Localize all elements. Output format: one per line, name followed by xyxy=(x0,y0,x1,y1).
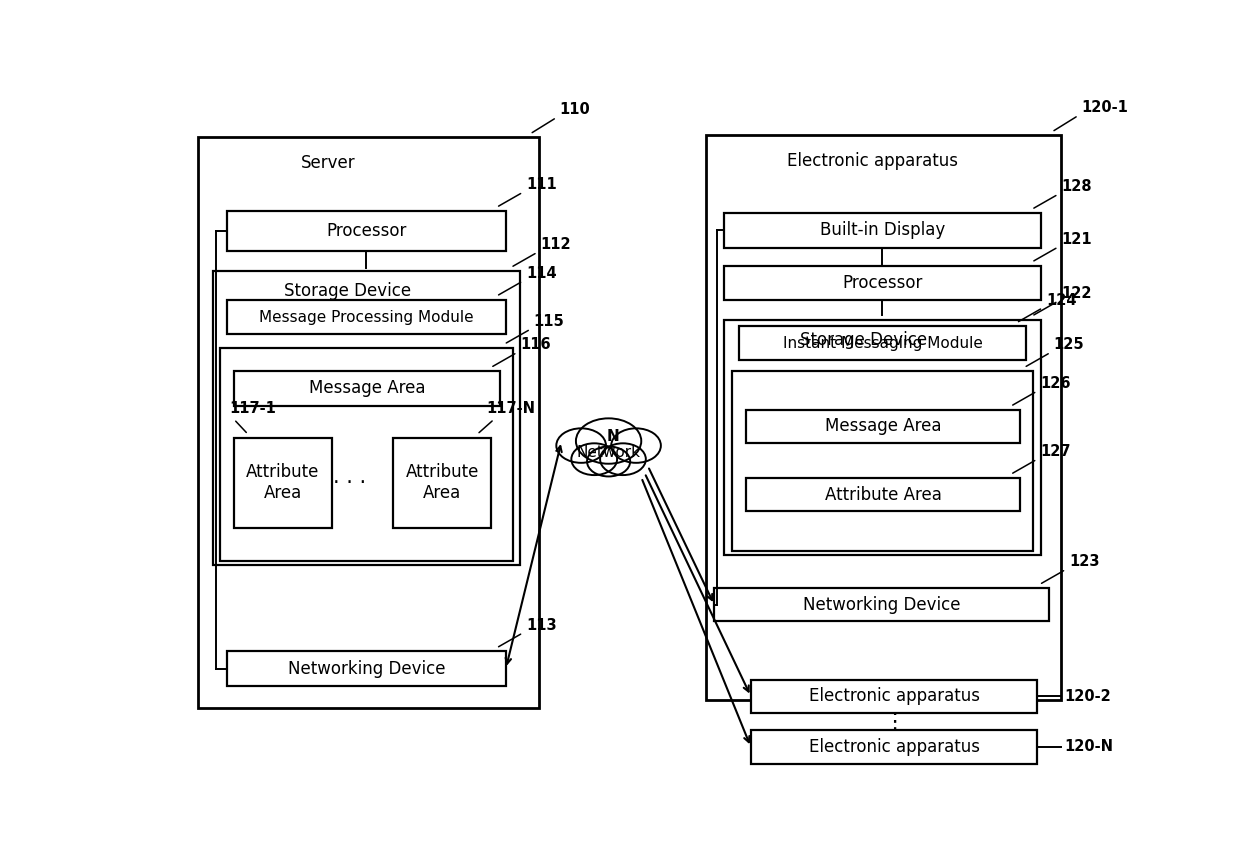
Text: 113: 113 xyxy=(526,618,557,633)
Text: Attribute Area: Attribute Area xyxy=(825,486,941,504)
Bar xyxy=(213,271,521,564)
Text: 121: 121 xyxy=(1061,231,1092,247)
Bar xyxy=(706,135,1061,700)
Text: Networking Device: Networking Device xyxy=(802,596,960,614)
Text: 115: 115 xyxy=(533,314,564,329)
Text: 125: 125 xyxy=(1054,337,1084,352)
Text: Message Area: Message Area xyxy=(825,418,941,435)
Text: 116: 116 xyxy=(521,337,551,352)
Text: Server: Server xyxy=(300,153,355,172)
Text: Processor: Processor xyxy=(326,222,407,240)
Text: 128: 128 xyxy=(1061,179,1092,194)
Bar xyxy=(234,438,332,528)
Bar xyxy=(751,730,1037,764)
Bar xyxy=(234,371,500,406)
Text: Electronic apparatus: Electronic apparatus xyxy=(808,688,980,705)
Text: 110: 110 xyxy=(559,102,590,117)
Circle shape xyxy=(600,443,646,475)
Circle shape xyxy=(611,428,661,463)
Text: Attribute
Area: Attribute Area xyxy=(246,464,320,502)
Text: Network: Network xyxy=(577,445,641,460)
Bar xyxy=(724,265,1042,300)
Text: 114: 114 xyxy=(526,266,557,281)
Text: ⋮: ⋮ xyxy=(883,712,905,732)
Text: Built-in Display: Built-in Display xyxy=(820,221,945,239)
Bar xyxy=(393,438,491,528)
Text: 126: 126 xyxy=(1040,376,1070,391)
Text: 120-1: 120-1 xyxy=(1081,101,1128,115)
Bar xyxy=(751,680,1037,713)
Text: N: N xyxy=(608,429,620,444)
Bar xyxy=(221,348,513,561)
Circle shape xyxy=(575,419,641,464)
Bar xyxy=(746,478,1019,512)
Text: 124: 124 xyxy=(1045,293,1076,308)
Text: Message Area: Message Area xyxy=(309,380,425,397)
Text: 123: 123 xyxy=(1069,554,1100,570)
Text: 112: 112 xyxy=(541,238,570,252)
Text: 117-N: 117-N xyxy=(486,401,536,416)
Bar xyxy=(746,410,1019,443)
Text: Instant Messaging Module: Instant Messaging Module xyxy=(782,336,982,350)
Text: Processor: Processor xyxy=(842,274,923,292)
Circle shape xyxy=(587,447,630,477)
Text: Electronic apparatus: Electronic apparatus xyxy=(808,738,980,756)
Text: 122: 122 xyxy=(1061,286,1091,301)
Circle shape xyxy=(557,428,606,463)
Circle shape xyxy=(572,443,618,475)
Bar xyxy=(198,137,539,708)
Text: · · ·: · · · xyxy=(332,473,366,493)
Text: 120-N: 120-N xyxy=(1064,740,1114,754)
Bar xyxy=(724,213,1042,248)
Text: Attribute
Area: Attribute Area xyxy=(405,464,479,502)
Bar xyxy=(227,211,506,251)
Bar xyxy=(739,326,1025,360)
Text: Networking Device: Networking Device xyxy=(288,660,445,678)
Text: Electronic apparatus: Electronic apparatus xyxy=(787,152,959,170)
Text: 127: 127 xyxy=(1040,444,1070,460)
Bar xyxy=(227,300,506,335)
Text: Storage Device: Storage Device xyxy=(284,282,412,300)
Text: Storage Device: Storage Device xyxy=(800,330,928,349)
Text: 120-2: 120-2 xyxy=(1064,688,1111,704)
Bar xyxy=(227,651,506,686)
Bar xyxy=(724,320,1042,555)
Bar xyxy=(732,371,1033,551)
Text: 117-1: 117-1 xyxy=(229,401,275,416)
Text: 111: 111 xyxy=(526,177,557,192)
Bar xyxy=(714,588,1049,622)
Text: Message Processing Module: Message Processing Module xyxy=(259,310,474,324)
